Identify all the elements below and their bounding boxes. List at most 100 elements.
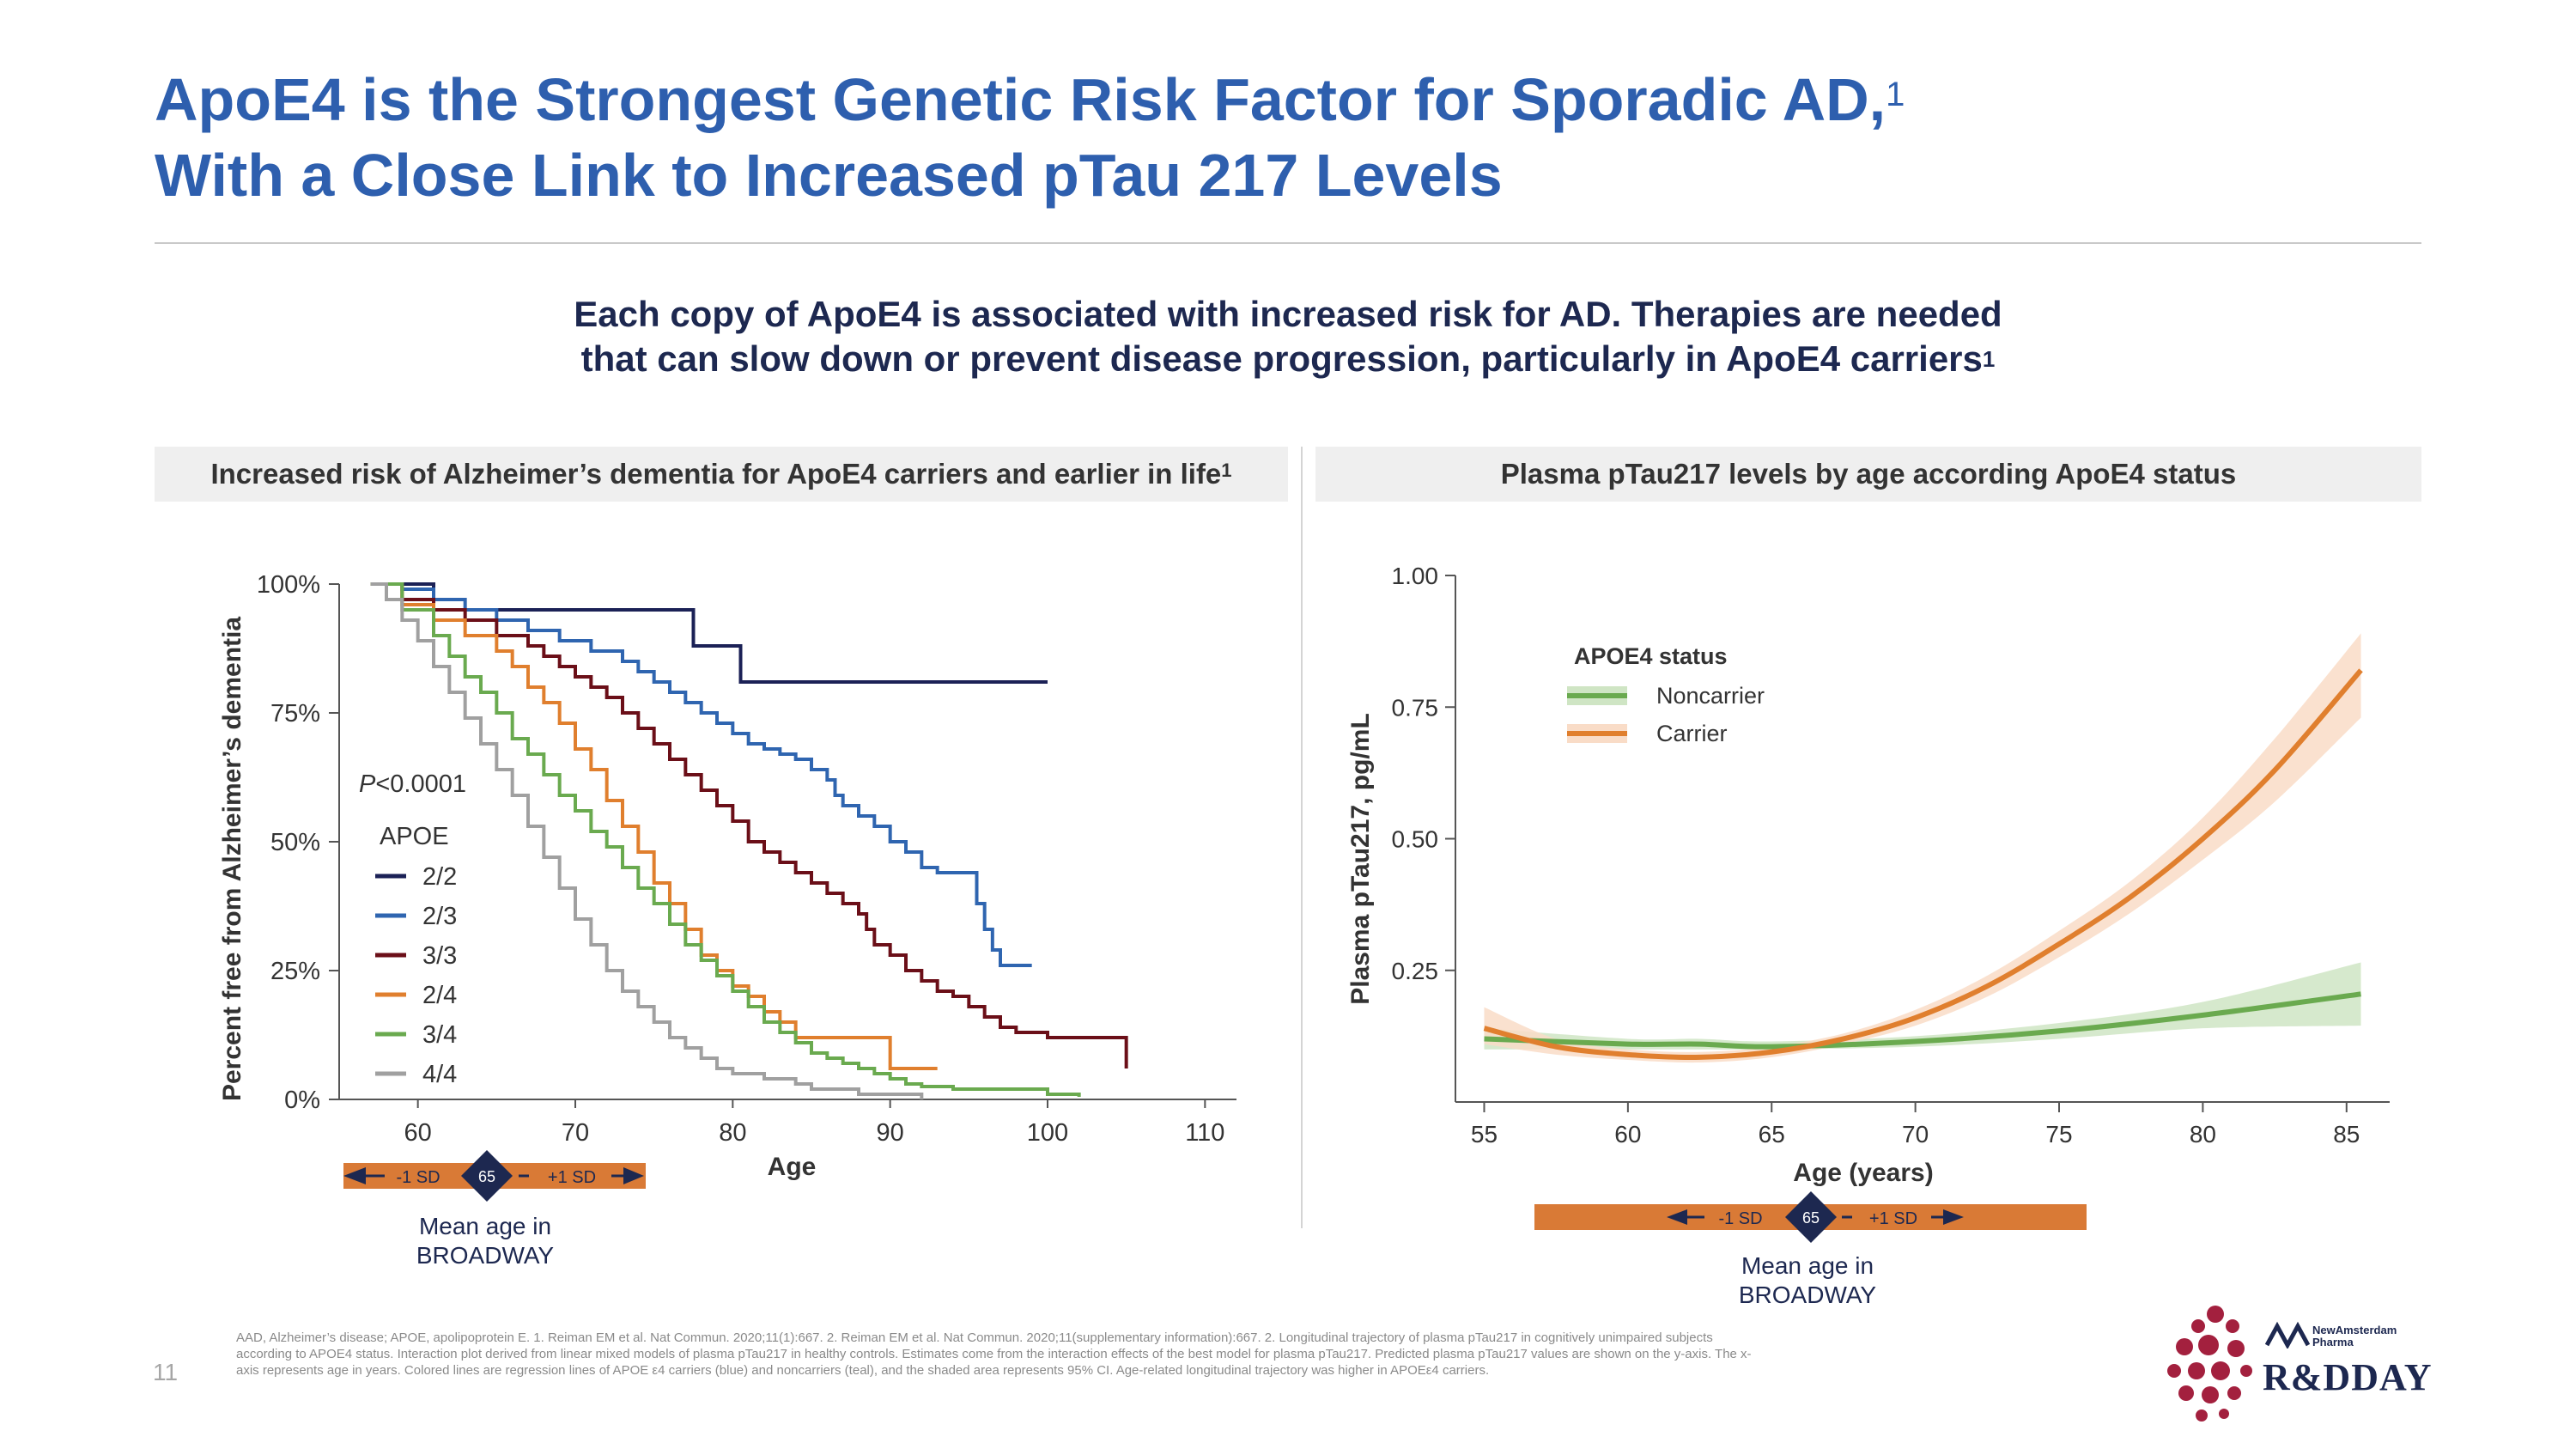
right-mean-diamond-icon bbox=[1785, 1191, 1837, 1243]
ptau-xtick-label: 70 bbox=[1902, 1121, 1929, 1148]
km-legend-title: APOE bbox=[380, 823, 449, 850]
left-mean-age-value: 65 bbox=[478, 1168, 495, 1185]
right-mean-age-line1: Mean age in bbox=[1741, 1252, 1874, 1279]
ptau-confidence-bands bbox=[1484, 633, 2361, 1063]
right-panel-banner: Plasma pTau217 levels by age according A… bbox=[1315, 447, 2421, 502]
km-pvalue: P<0.0001 bbox=[359, 770, 466, 798]
km-xtick-label: 80 bbox=[719, 1119, 746, 1147]
page-number: 11 bbox=[153, 1359, 179, 1385]
ptau-ylabel: Plasma pTau217, pg/mL bbox=[1346, 713, 1375, 1005]
km-xlabel: Age bbox=[768, 1153, 817, 1181]
ptau-band-carrier bbox=[1484, 633, 2361, 1063]
km-line-3-3 bbox=[370, 582, 1128, 1068]
km-line-2-4 bbox=[370, 582, 938, 1070]
logo-small-line-2: Pharma bbox=[2312, 1336, 2354, 1349]
km-xtick-label: 90 bbox=[877, 1119, 904, 1147]
footnote-line-1: AAD, Alzheimer’s disease; APOE, apolipop… bbox=[236, 1330, 1713, 1345]
title-line-1: ApoE4 is the Strongest Genetic Risk Fact… bbox=[155, 66, 1886, 133]
km-series-lines bbox=[370, 582, 1128, 1099]
title-divider bbox=[155, 242, 2421, 244]
ptau-ytick-label: 0.25 bbox=[1392, 958, 1439, 984]
left-mean-diamond-icon bbox=[461, 1150, 513, 1202]
ptau-series-lines bbox=[1483, 668, 2363, 1060]
page-title: ApoE4 is the Strongest Genetic Risk Fact… bbox=[155, 62, 1905, 213]
panel-divider bbox=[1301, 447, 1303, 1228]
km-pvalue-rest: <0.0001 bbox=[375, 770, 466, 798]
left-sd-minus-label: -1 SD bbox=[396, 1168, 440, 1187]
ptau-xtick-label: 80 bbox=[2190, 1121, 2216, 1148]
km-legend-label: 4/4 bbox=[422, 1061, 457, 1088]
ptau-line-carrier bbox=[1483, 668, 2363, 1060]
left-banner-ref: 1 bbox=[1221, 460, 1232, 481]
ptau-ytick-label: 0.50 bbox=[1392, 826, 1439, 853]
logo-dots-icon bbox=[2167, 1306, 2252, 1422]
km-legend-label: 2/3 bbox=[422, 903, 457, 930]
km-ytick-label: 50% bbox=[270, 829, 320, 856]
right-sd-plus-label: +1 SD bbox=[1869, 1209, 1917, 1228]
km-legend-label: 3/3 bbox=[422, 942, 457, 970]
km-ylabel: Percent free from Alzheimer’s dementia bbox=[218, 617, 246, 1101]
km-legend: 2/2 2/3 3/3 2/4 3/4 4/4 bbox=[375, 863, 457, 1088]
right-banner-text: Plasma pTau217 levels by age according A… bbox=[1500, 458, 2237, 490]
km-line-2-2 bbox=[370, 582, 1048, 684]
ptau-ytick-label: 1.00 bbox=[1392, 563, 1439, 589]
ptau-legend-label: Noncarrier bbox=[1656, 683, 1765, 709]
logo-mark-icon bbox=[2265, 1321, 2310, 1349]
km-xtick-label: 70 bbox=[562, 1119, 589, 1147]
ptau-x-ticks: 55 60 65 70 75 80 85 bbox=[1471, 1102, 2360, 1148]
subtitle-line-1: Each copy of ApoE4 is associated with in… bbox=[574, 294, 2002, 334]
ptau-legend-title: APOE4 status bbox=[1574, 643, 1728, 669]
km-ytick-label: 0% bbox=[284, 1087, 320, 1114]
km-ytick-label: 75% bbox=[270, 700, 320, 728]
ptau-legend: Noncarrier Carrier bbox=[1567, 683, 1765, 746]
ptau-xtick-label: 75 bbox=[2045, 1121, 2072, 1148]
left-sd-arrow-left-icon bbox=[343, 1167, 366, 1184]
km-xtick-label: 60 bbox=[404, 1119, 432, 1147]
right-sd-arrow-right-icon bbox=[1943, 1209, 1964, 1225]
km-pvalue-p: P bbox=[359, 770, 376, 798]
km-legend-label: 2/2 bbox=[422, 863, 457, 891]
km-line-4-4 bbox=[370, 582, 924, 1099]
title-line-2: With a Close Link to Increased pTau 217 … bbox=[155, 142, 1503, 209]
ptau-xtick-label: 65 bbox=[1759, 1121, 1785, 1148]
subtitle: Each copy of ApoE4 is associated with in… bbox=[258, 292, 2318, 381]
footnote-line-3: axis represents age in years. Colored li… bbox=[236, 1363, 1490, 1378]
left-sd-plus-label: +1 SD bbox=[548, 1168, 596, 1187]
right-mean-age-value: 65 bbox=[1802, 1209, 1820, 1227]
km-survival-chart: Percent free from Alzheimer’s dementia 0… bbox=[218, 571, 1236, 1269]
ptau-legend-label: Carrier bbox=[1656, 721, 1728, 746]
km-xtick-label: 110 bbox=[1185, 1119, 1224, 1147]
ptau-xlabel: Age (years) bbox=[1793, 1159, 1933, 1187]
subtitle-line-2: that can slow down or prevent disease pr… bbox=[580, 338, 1983, 379]
left-banner-text: Increased risk of Alzheimer’s dementia f… bbox=[210, 458, 1222, 490]
left-mean-age-line2: BROADWAY bbox=[416, 1242, 555, 1269]
km-ytick-label: 25% bbox=[270, 958, 320, 985]
km-line-2-3 bbox=[370, 582, 1032, 967]
left-sd-arrow-right-icon bbox=[623, 1167, 644, 1184]
right-mean-age-line2: BROADWAY bbox=[1739, 1282, 1877, 1308]
ptau-y-ticks: 0.25 0.50 0.75 1.00 bbox=[1392, 563, 1455, 984]
ptau-ytick-label: 0.75 bbox=[1392, 694, 1439, 721]
km-legend-label: 2/4 bbox=[422, 982, 457, 1009]
footnote: AAD, Alzheimer’s disease; APOE, apolipop… bbox=[236, 1330, 2160, 1379]
logo-event-name: R&DDAY bbox=[2263, 1356, 2433, 1398]
km-legend-label: 3/4 bbox=[422, 1021, 457, 1049]
km-ytick-label: 100% bbox=[257, 571, 320, 599]
km-xtick-label: 100 bbox=[1027, 1119, 1068, 1147]
ptau-xtick-label: 55 bbox=[1471, 1121, 1498, 1148]
ptau-line-noncarrier bbox=[1484, 991, 2361, 1050]
left-mean-age-line1: Mean age in bbox=[419, 1213, 551, 1239]
footnote-line-2: according to APOE4 status. Interaction p… bbox=[236, 1347, 1752, 1361]
right-sd-minus-label: -1 SD bbox=[1718, 1209, 1762, 1228]
logo-company-name: NewAmsterdam Pharma bbox=[2312, 1324, 2397, 1349]
ptau-xtick-label: 85 bbox=[2333, 1121, 2360, 1148]
ptau-chart: Plasma pTau217, pg/mL 0.25 0.50 0.75 1.00 5… bbox=[1346, 563, 2390, 1308]
logo-small-line-1: NewAmsterdam bbox=[2312, 1324, 2397, 1336]
km-x-ticks: 60 70 80 90 100 110 bbox=[404, 1099, 1224, 1147]
ptau-xtick-label: 60 bbox=[1614, 1121, 1641, 1148]
km-line-3-4 bbox=[370, 582, 1081, 1097]
right-sd-arrow-left-icon bbox=[1667, 1209, 1687, 1225]
km-y-ticks: 0% 25% 50% 75% 100% bbox=[257, 571, 339, 1114]
title-footnote-ref: 1 bbox=[1886, 76, 1905, 113]
ptau-band-noncarrier bbox=[1484, 962, 2361, 1050]
